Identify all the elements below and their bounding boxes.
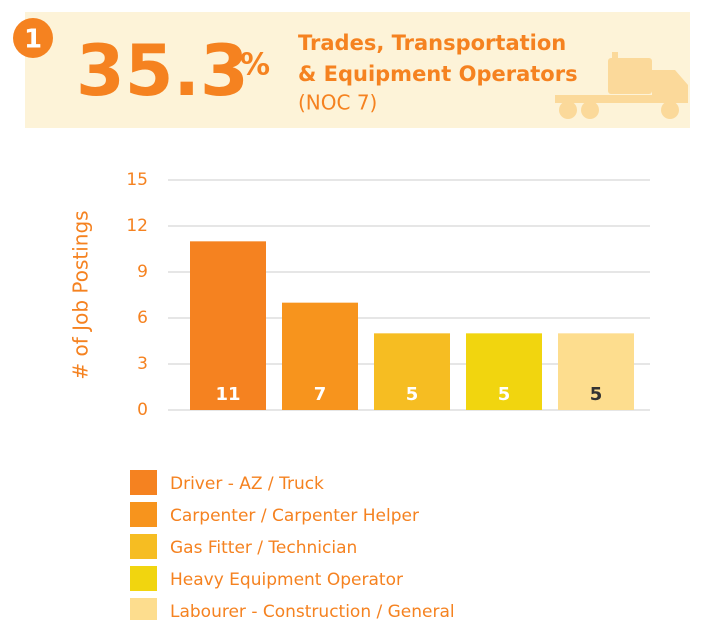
bar [558,333,634,410]
y-tick-label: 9 [137,262,148,282]
legend-label: Carpenter / Carpenter Helper [170,506,419,526]
data-label: 5 [498,384,511,405]
y-tick-label: 0 [137,400,148,420]
badge: 1 [24,25,42,55]
legend-swatch [130,502,157,527]
bar [190,241,266,410]
y-tick-label: 6 [137,308,148,328]
y-tick-label: 3 [137,354,148,374]
percent-sign: % [240,48,270,83]
legend-label: Heavy Equipment Operator [170,570,403,590]
header-subtitle: (NOC 7) [298,91,377,115]
header-title: & Equipment Operators [298,62,578,86]
legend-swatch [130,534,157,559]
y-tick-label: 12 [126,216,148,236]
y-axis-label: # of Job Postings [69,210,93,379]
bar [466,333,542,410]
header-title: Trades, Transportation [298,31,566,55]
data-label: 5 [406,384,419,405]
legend-swatch [130,566,157,591]
legend-label: Gas Fitter / Technician [170,538,357,558]
bar [374,333,450,410]
header-box [25,12,690,128]
data-label: 7 [314,384,327,405]
truck-icon [555,52,688,119]
badge-circle [13,18,53,58]
bar [282,302,358,410]
y-tick-label: 15 [126,170,148,190]
legend-swatch [130,470,157,495]
legend-label: Labourer - Construction / General [170,602,455,620]
data-label: 5 [590,384,603,405]
legend-swatch [130,598,157,620]
percent: 35.3 [76,30,249,112]
data-label: 11 [215,384,240,405]
legend-label: Driver - AZ / Truck [170,474,324,494]
